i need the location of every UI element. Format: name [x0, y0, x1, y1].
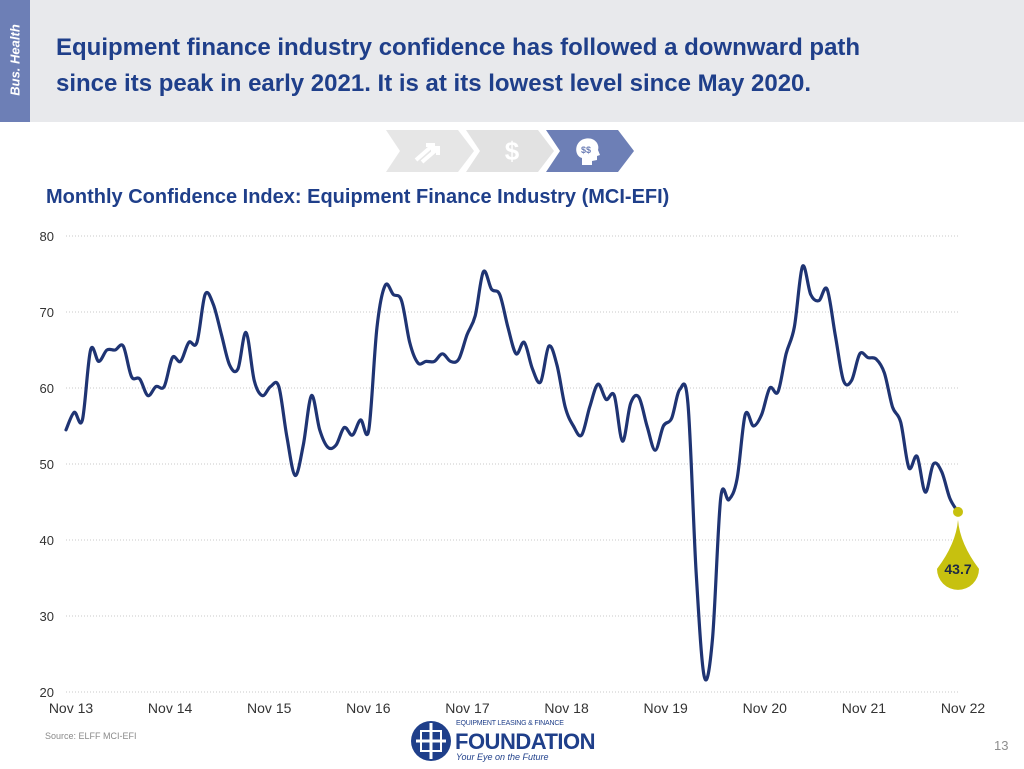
x-tick-label: Nov 13	[49, 700, 94, 716]
x-tick-label: Nov 19	[643, 700, 688, 716]
x-tick-label: Nov 20	[743, 700, 788, 716]
logo-tagline: Your Eye on the Future	[456, 752, 549, 762]
logo-small-text: EQUIPMENT LEASING & FINANCE	[456, 720, 564, 727]
logo-name: FOUNDATION	[455, 729, 596, 754]
y-tick-label: 20	[40, 685, 54, 700]
section-tab-label: Bus. Health	[7, 24, 23, 96]
header-banner	[0, 0, 1024, 122]
page-number: 13	[994, 738, 1009, 753]
y-tick-label: 40	[40, 533, 54, 548]
chart-title: Monthly Confidence Index: Equipment Fina…	[46, 186, 670, 208]
x-tick-label: Nov 17	[445, 700, 490, 716]
callout-label: 43.7	[944, 561, 971, 577]
y-tick-label: 70	[40, 305, 54, 320]
y-tick-label: 50	[40, 457, 54, 472]
y-tick-label: 60	[40, 381, 54, 396]
svg-text:$: $	[505, 136, 520, 166]
step-indicator: $ $$	[386, 130, 634, 172]
y-tick-label: 80	[40, 229, 54, 244]
source-note: Source: ELFF MCI-EFI	[45, 731, 137, 741]
x-tick-label: Nov 16	[346, 700, 391, 716]
x-tick-label: Nov 18	[544, 700, 589, 716]
x-tick-label: Nov 15	[247, 700, 292, 716]
section-tab: Bus. Health	[0, 0, 30, 122]
growth-arrows-icon	[386, 130, 474, 172]
headline-line-2: since its peak in early 2021. It is at i…	[56, 70, 812, 97]
foundation-logo: EQUIPMENT LEASING & FINANCE FOUNDATION Y…	[410, 718, 610, 766]
globe-logo-icon	[411, 721, 451, 761]
last-point-marker	[953, 506, 963, 517]
x-tick-label: Nov 14	[148, 700, 193, 716]
callout-bubble	[937, 519, 979, 590]
page-headline: Equipment finance industry confidence ha…	[56, 30, 996, 102]
headline-line-1: Equipment finance industry confidence ha…	[56, 34, 861, 61]
y-tick-label: 30	[40, 609, 54, 624]
series-line	[64, 264, 960, 682]
dollar-icon: $	[466, 130, 554, 172]
x-tick-label: Nov 21	[842, 700, 887, 716]
x-tick-label: Nov 22	[941, 700, 986, 716]
svg-text:$$: $$	[581, 145, 591, 155]
head-money-icon: $$	[546, 130, 634, 172]
